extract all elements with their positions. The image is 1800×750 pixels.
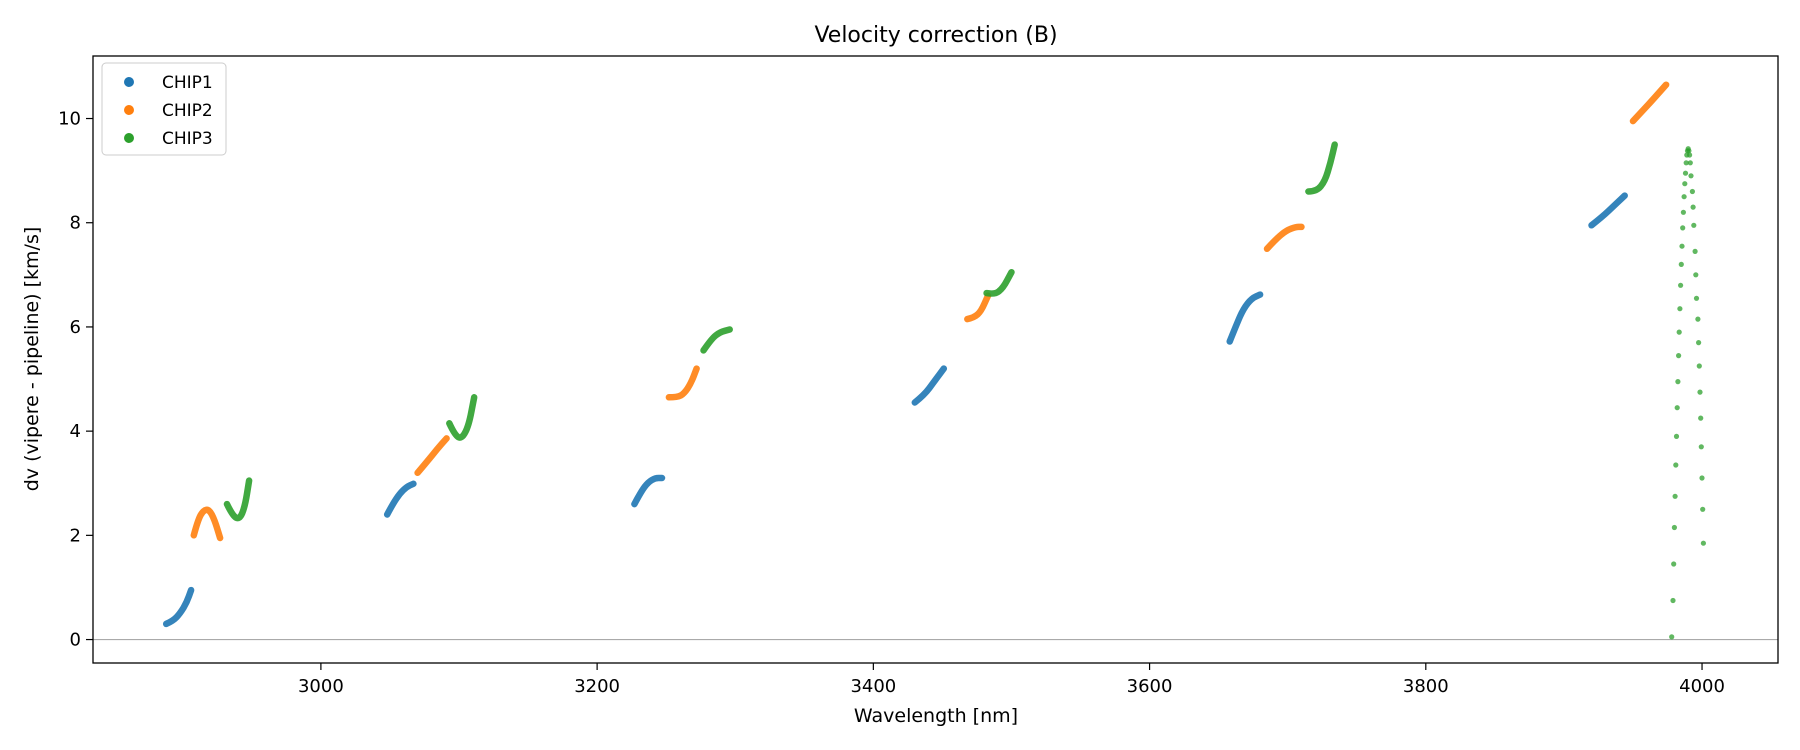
legend-label-chip3: CHIP3: [162, 129, 213, 149]
data-point-chip3-38: [1697, 389, 1703, 395]
y-axis-label: dv (vipere - pipeline) [km/s]: [21, 227, 43, 492]
data-point-chip3-17: [1680, 209, 1686, 215]
data-point-chip3-40: [1698, 444, 1704, 450]
data-segment-chip2-2: [414, 435, 450, 477]
data-point-chip3-25: [1686, 148, 1692, 154]
data-segment-chip1-6: [1588, 192, 1628, 229]
data-point-chip3-35: [1695, 316, 1701, 322]
x-axis-label: Wavelength [nm]: [854, 705, 1018, 727]
data-point-chip3-41: [1699, 475, 1705, 481]
x-tick-label: 3400: [850, 676, 896, 697]
plot-area: [93, 81, 1778, 641]
data-point-chip3-43: [1700, 540, 1706, 546]
data-segment-chip2-4: [964, 292, 992, 323]
data-segment-chip1-4: [911, 365, 948, 406]
data-segment-chip1-2: [383, 480, 417, 518]
legend-marker-chip3: [124, 133, 134, 143]
y-tick-label: 2: [70, 525, 81, 546]
data-point-chip3-37: [1696, 363, 1702, 369]
data-point-chip3-21: [1683, 160, 1689, 166]
data-segment-chip1-3: [631, 474, 666, 508]
y-axis: 0 2 4 6 8 10: [58, 109, 93, 651]
x-tick-label: 4000: [1679, 676, 1725, 697]
data-point-chip3-34: [1693, 295, 1700, 301]
data-point-chip3-7: [1673, 433, 1680, 439]
data-point-chip3-11: [1676, 329, 1682, 335]
data-point-chip3-28: [1688, 173, 1694, 179]
series-chip1: [162, 192, 1628, 628]
y-tick-label: 6: [70, 317, 81, 338]
data-point-chip3-3: [1671, 561, 1677, 567]
data-point-chip3-30: [1690, 204, 1696, 210]
data-point-chip3-2: [1670, 597, 1676, 604]
y-tick-label: 8: [70, 213, 81, 234]
y-tick-label: 4: [70, 421, 81, 442]
data-point-chip3-15: [1679, 243, 1685, 249]
data-point-chip3-5: [1672, 493, 1678, 499]
y-tick-label: 10: [58, 109, 81, 130]
data-point-chip3-33: [1693, 272, 1699, 278]
legend-marker-chip2: [124, 105, 134, 115]
x-tick-label: 3200: [574, 676, 620, 697]
legend-label-chip2: CHIP2: [162, 101, 213, 121]
data-point-chip3-32: [1692, 248, 1698, 254]
data-segment-chip3-3: [700, 326, 733, 354]
y-tick-label: 0: [70, 630, 81, 651]
data-point-chip3-9: [1675, 379, 1681, 385]
data-segment-chip3-4: [983, 268, 1015, 297]
data-point-chip3-36: [1696, 340, 1702, 346]
legend: CHIP1 CHIP2 CHIP3: [101, 62, 227, 156]
data-point-chip3-12: [1677, 306, 1683, 312]
data-point-chip3-18: [1681, 194, 1687, 200]
data-segment-chip2-5: [1263, 223, 1305, 253]
data-point-chip3-4: [1671, 524, 1677, 531]
legend-marker-chip1: [124, 77, 134, 87]
data-point-chip3-6: [1673, 462, 1679, 468]
data-segment-chip1-1: [162, 586, 195, 628]
data-segment-chip2-3: [665, 365, 700, 401]
data-point-chip3-1: [1669, 634, 1675, 640]
legend-box: [101, 62, 227, 156]
data-point-chip3-39: [1698, 415, 1704, 421]
data-point-chip3-8: [1674, 405, 1680, 411]
x-tick-label: 3800: [1403, 676, 1449, 697]
legend-label-chip1: CHIP1: [162, 73, 213, 93]
series-chip3: [223, 141, 1706, 640]
data-point-chip3-13: [1678, 282, 1684, 288]
data-segment-chip3-1: [223, 477, 253, 522]
data-point-chip3-42: [1700, 506, 1706, 512]
plot-frame: [92, 55, 1779, 664]
data-segment-chip1-5: [1226, 291, 1264, 345]
chart-title: Velocity correction (B): [814, 23, 1057, 48]
series-chip2: [190, 81, 1670, 542]
x-tick-label: 3600: [1127, 676, 1173, 697]
data-point-chip3-16: [1680, 225, 1686, 231]
x-tick-label: 3000: [298, 676, 344, 697]
data-point-chip3-19: [1682, 181, 1688, 187]
data-point-chip3-31: [1691, 222, 1697, 228]
data-point-chip3-10: [1676, 353, 1682, 359]
data-point-chip3-26: [1687, 152, 1693, 158]
data-segment-chip2-6: [1629, 81, 1670, 125]
data-point-chip3-20: [1682, 170, 1689, 176]
data-point-chip3-29: [1689, 188, 1695, 195]
data-segment-chip3-2: [446, 394, 478, 441]
data-point-chip3-14: [1678, 261, 1684, 267]
data-point-chip3-27: [1687, 160, 1693, 166]
data-segment-chip2-1: [190, 506, 224, 542]
x-axis: 3000 3200 3400 3600 3800 4000: [298, 663, 1725, 697]
data-segment-chip3-5: [1305, 141, 1338, 195]
